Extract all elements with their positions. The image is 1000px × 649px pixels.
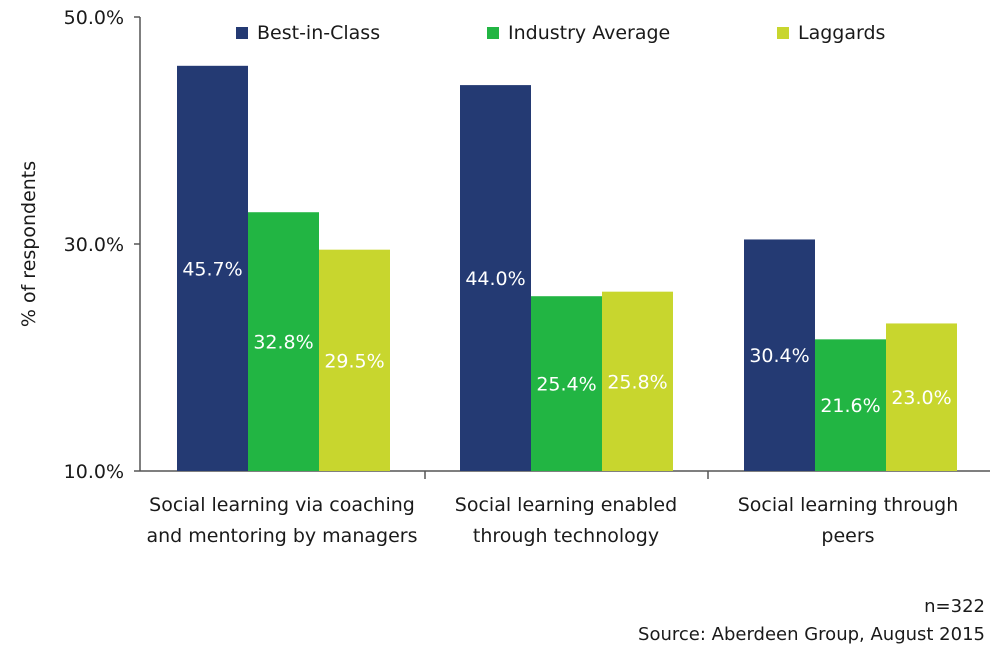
legend-swatch-best-in-class	[236, 27, 248, 39]
bar-value-label: 44.0%	[465, 268, 525, 290]
legend-item-best-in-class: Best-in-Class	[236, 22, 380, 44]
bar-value-label: 25.8%	[607, 371, 667, 393]
bar-best-in-class-2	[744, 239, 815, 471]
x-category-label: and mentoring by managers	[147, 525, 418, 547]
bar-value-label: 32.8%	[253, 332, 313, 354]
x-category-label: peers	[821, 525, 874, 547]
x-category-label: Social learning via coaching	[149, 494, 415, 516]
bar-value-label: 21.6%	[820, 395, 880, 417]
bar-value-label: 23.0%	[891, 387, 951, 409]
sample-size-note: n=322	[924, 596, 985, 617]
y-tick-label: 10.0%	[64, 461, 124, 483]
y-tick-label: 50.0%	[64, 7, 124, 29]
legend-label-laggards: Laggards	[798, 22, 886, 44]
legend-label-best-in-class: Best-in-Class	[257, 22, 381, 44]
bar-laggards-1	[602, 291, 673, 471]
bar-best-in-class-0	[177, 65, 248, 472]
y-axis-title: % of respondents	[18, 161, 40, 327]
bar-best-in-class-1	[460, 85, 531, 471]
bar-laggards-0	[319, 249, 390, 471]
x-category-label: Social learning enabled	[455, 494, 677, 516]
bar-value-label: 29.5%	[324, 350, 384, 372]
source-note: Source: Aberdeen Group, August 2015	[638, 624, 985, 645]
legend-swatch-laggards	[777, 27, 789, 39]
bar-industry-average-0	[248, 212, 319, 471]
legend-swatch-industry-average	[487, 27, 499, 39]
bar-value-label: 45.7%	[182, 258, 242, 280]
bar-value-label: 30.4%	[749, 345, 809, 367]
x-category-label: through technology	[473, 525, 659, 547]
legend-label-industry-average: Industry Average	[508, 22, 671, 44]
chart-legend: Best-in-Class Industry Average Laggards	[0, 22, 1000, 48]
y-tick-label: 30.0%	[64, 234, 124, 256]
legend-item-industry-average: Industry Average	[487, 22, 670, 44]
bar-industry-average-2	[815, 339, 886, 471]
bar-laggards-2	[886, 323, 957, 471]
x-category-label: Social learning through	[738, 494, 959, 516]
bar-industry-average-1	[531, 296, 602, 471]
bar-value-label: 25.4%	[536, 374, 596, 396]
legend-item-laggards: Laggards	[777, 22, 885, 44]
